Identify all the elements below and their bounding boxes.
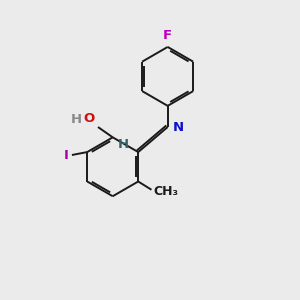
Text: CH₃: CH₃ — [154, 185, 179, 198]
Text: H: H — [71, 112, 82, 126]
Text: I: I — [64, 148, 69, 161]
Text: F: F — [163, 28, 172, 42]
Text: N: N — [173, 121, 184, 134]
Text: O: O — [83, 112, 94, 125]
Text: H: H — [118, 138, 129, 151]
